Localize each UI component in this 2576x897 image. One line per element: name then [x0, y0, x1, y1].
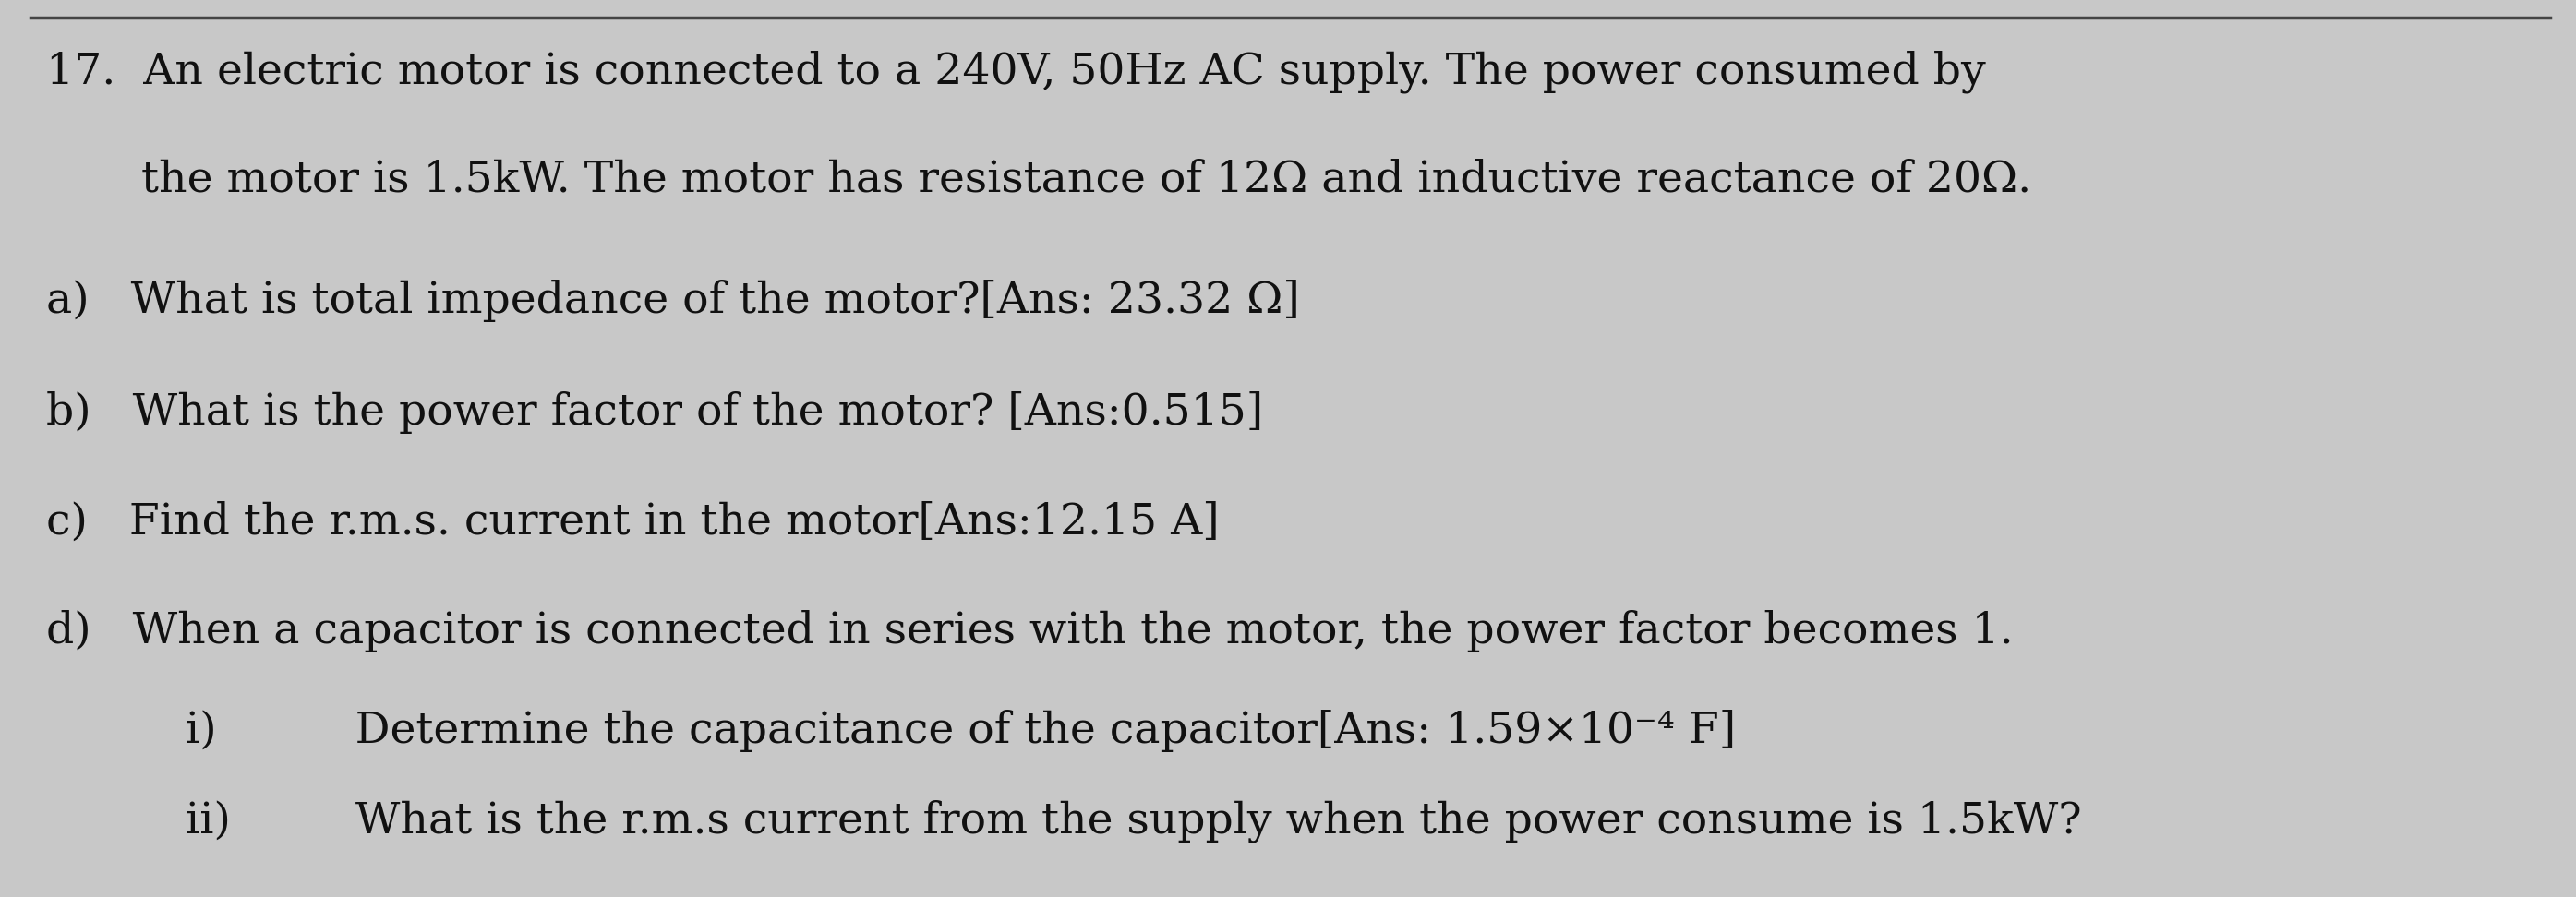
Text: ii)         What is the r.m.s current from the supply when the power consume is : ii) What is the r.m.s current from the s… [185, 799, 2081, 842]
Text: b)   What is the power factor of the motor? [Ans:0.515]: b) What is the power factor of the motor… [46, 391, 1262, 434]
Text: the motor is 1.5kW. The motor has resistance of 12Ω and inductive reactance of 2: the motor is 1.5kW. The motor has resist… [142, 159, 2032, 200]
Text: a)   What is total impedance of the motor?[Ans: 23.32 Ω]: a) What is total impedance of the motor?… [46, 279, 1301, 322]
Text: d)   When a capacitor is connected in series with the motor, the power factor be: d) When a capacitor is connected in seri… [46, 610, 2014, 653]
Text: c)   Find the r.m.s. current in the motor[Ans:12.15 A]: c) Find the r.m.s. current in the motor[… [46, 501, 1218, 543]
Text: 17.  An electric motor is connected to a 240V, 50Hz AC supply. The power consume: 17. An electric motor is connected to a … [46, 50, 1986, 93]
Text: i)          Determine the capacitance of the capacitor[Ans: 1.59×10⁻⁴ F]: i) Determine the capacitance of the capa… [185, 710, 1736, 753]
